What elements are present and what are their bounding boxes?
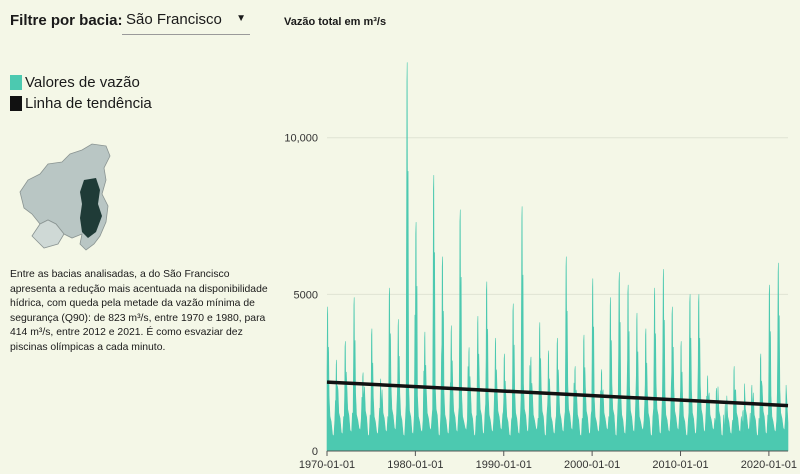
legend-swatch-flow [10, 75, 22, 90]
basin-select[interactable]: São Francisco ▼ [122, 6, 250, 35]
y-tick-label: 10,000 [284, 133, 318, 145]
legend-label-trend: Linha de tendência [25, 95, 152, 112]
basin-map-icon [19, 143, 111, 251]
chart-legend: Valores de vazão Linha de tendência [10, 72, 152, 114]
filter-label: Filtre por bacia: [10, 12, 123, 29]
y-tick-label: 0 [312, 446, 318, 458]
y-tick-label: 5000 [294, 289, 318, 301]
basin-map-highlight [80, 178, 102, 238]
legend-label-flow: Valores de vazão [25, 74, 140, 91]
legend-item-trend: Linha de tendência [10, 93, 152, 114]
x-tick-label: 1980-01-01 [387, 459, 443, 471]
trend-line [326, 380, 789, 408]
description-text: Entre as bacias analisadas, a do São Fra… [10, 269, 268, 353]
x-tick-label: 2010-01-01 [652, 459, 708, 471]
legend-swatch-trend [10, 96, 22, 111]
flow-area [326, 62, 789, 452]
chart-title: Vazão total em m³/s [284, 16, 387, 28]
x-tick-label: 2000-01-01 [564, 459, 620, 471]
legend-item-flow: Valores de vazão [10, 72, 152, 93]
basin-map-outline-sub [31, 219, 65, 249]
x-tick-label: 1990-01-01 [476, 459, 532, 471]
x-tick-label: 2020-01-01 [741, 459, 797, 471]
chevron-down-icon: ▼ [236, 13, 246, 24]
x-tick-label: 1970-01-01 [299, 459, 355, 471]
basin-select-value: São Francisco [126, 11, 222, 28]
